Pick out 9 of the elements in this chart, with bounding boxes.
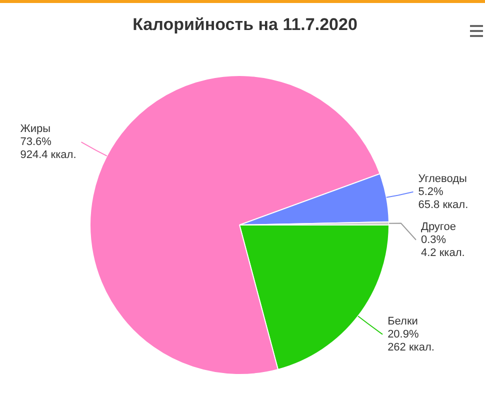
slice-label: Углеводы [418,172,468,185]
data-label: 73.6% 924.4 ккал. [20,136,76,162]
slice-label: Белки [388,315,418,328]
slice-label: Жиры [20,123,51,136]
data-label: 20.9% 262 ккал. [388,328,434,354]
slice-label: Другое [420,220,456,233]
chart-title: Калорийность на 11.7.2020 [132,15,358,35]
data-label: 0.3% 4.2 ккал. [420,234,465,259]
data-label: 5.2% 65.8 ккал. [418,186,468,211]
